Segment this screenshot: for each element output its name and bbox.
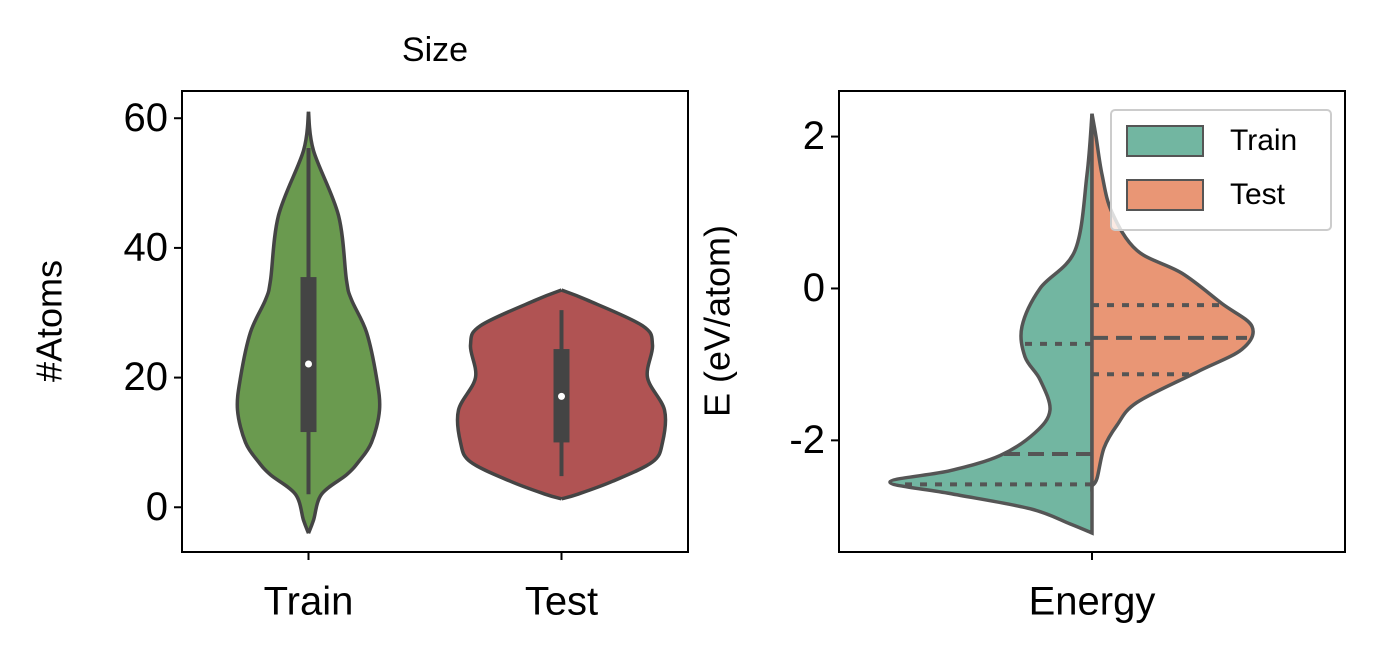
axes-frame — [838, 90, 1346, 553]
y-tick-label: 0 — [146, 485, 168, 529]
violin-body — [561, 290, 666, 499]
violin-body — [457, 290, 562, 499]
chart-title: Size — [402, 31, 468, 69]
y-tick-label: 20 — [124, 355, 169, 399]
y-axis-label: #Atoms — [29, 260, 70, 382]
violin-outline — [235, 111, 311, 534]
y-tick-label: 40 — [124, 225, 169, 269]
violin-body — [237, 111, 309, 534]
legend-label: Train — [1230, 124, 1297, 157]
median-dot — [305, 360, 312, 368]
legend-label: Test — [1230, 178, 1286, 211]
legend-swatch — [1126, 179, 1204, 211]
iqr-box — [300, 277, 317, 433]
violin-outline — [306, 111, 382, 534]
x-tick-label: Train — [264, 580, 354, 624]
median-dot — [558, 392, 565, 400]
violin-half — [1090, 113, 1255, 492]
axes-frame — [181, 90, 689, 553]
x-tick-label: Test — [525, 580, 598, 624]
violin-half — [888, 113, 1094, 536]
y-tick-label: 0 — [803, 266, 825, 310]
violin-body — [308, 111, 380, 534]
y-tick-label: 2 — [803, 114, 825, 158]
x-tick-label: Energy — [1029, 580, 1156, 624]
violin-outline — [455, 288, 563, 501]
y-tick-label: 60 — [124, 96, 169, 140]
legend-swatch — [1126, 125, 1204, 157]
violin-outline — [560, 288, 668, 501]
y-tick-label: -2 — [789, 418, 825, 462]
y-axis-label: E (eV/atom) — [697, 225, 738, 417]
